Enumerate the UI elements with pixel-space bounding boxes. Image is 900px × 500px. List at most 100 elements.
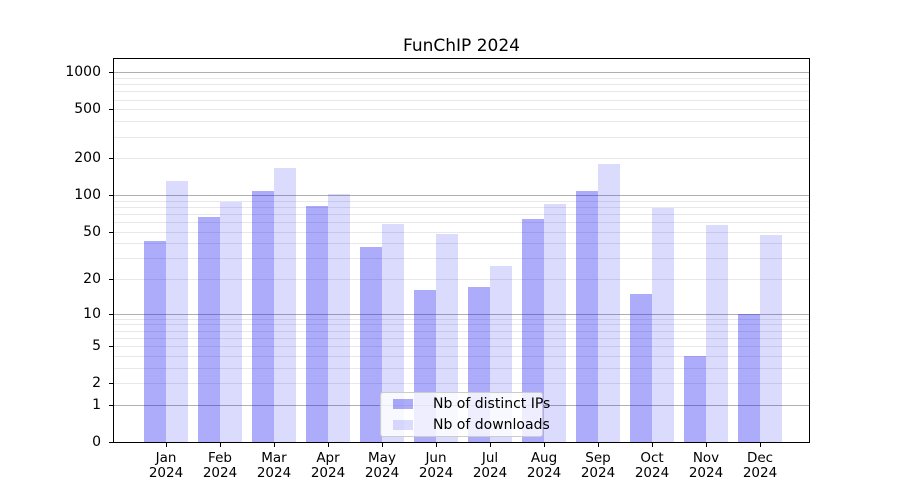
x-tick-mark	[328, 443, 329, 447]
bar-ips-dec	[738, 313, 760, 442]
x-tick-month: Jan	[155, 450, 177, 466]
x-tick-month: Feb	[208, 450, 232, 466]
y-tick-label: 200	[74, 150, 101, 167]
bar-ips-aug	[522, 218, 544, 442]
y-tick-label: 10	[83, 305, 101, 322]
minor-gridline	[114, 279, 809, 281]
bar-ips-apr	[306, 205, 328, 442]
bar-downloads-may	[382, 223, 404, 442]
minor-gridline	[114, 109, 809, 111]
x-tick-label-sep: Sep 2024	[568, 451, 628, 481]
y-tick-label: 1000	[65, 64, 101, 81]
legend-swatch-downloads	[393, 420, 413, 430]
minor-gridline	[114, 355, 809, 357]
x-tick-year: 2024	[364, 465, 400, 481]
x-tick-month: Aug	[530, 450, 558, 466]
bar-ips-mar	[252, 190, 274, 442]
x-tick-month: Oct	[640, 450, 664, 466]
bar-downloads-sep	[598, 163, 620, 442]
bar-ips-jan	[144, 240, 166, 442]
x-tick-month: Dec	[746, 450, 774, 466]
minor-gridline	[114, 330, 809, 332]
minor-gridline	[114, 324, 809, 326]
y-tick-label: 5	[92, 338, 101, 355]
x-tick-label-jan: Jan 2024	[136, 451, 196, 481]
x-tick-month: Apr	[316, 450, 340, 466]
x-tick-mark	[706, 443, 707, 447]
plot-area	[113, 58, 810, 443]
y-tick-mark	[109, 109, 113, 111]
x-tick-year: 2024	[148, 465, 184, 481]
x-tick-mark	[760, 443, 761, 447]
y-tick-label: 500	[74, 101, 101, 118]
minor-gridline	[114, 231, 809, 233]
bar-ips-feb	[198, 217, 220, 442]
x-tick-year: 2024	[256, 465, 292, 481]
x-tick-label-dec: Dec 2024	[730, 451, 790, 481]
y-tick-mark	[109, 158, 113, 160]
bar-downloads-apr	[328, 193, 350, 442]
bar-ips-nov	[684, 355, 706, 442]
x-tick-month: Sep	[585, 450, 611, 466]
bar-downloads-nov	[706, 224, 728, 442]
x-tick-mark	[490, 443, 491, 447]
legend-swatch-ips	[393, 399, 413, 409]
y-tick-mark	[109, 442, 113, 443]
bar-downloads-oct	[652, 208, 674, 442]
minor-gridline	[114, 121, 809, 123]
bar-downloads-jun	[436, 233, 458, 442]
y-tick-label: 0	[92, 434, 101, 450]
x-tick-year: 2024	[742, 465, 778, 481]
bar-ips-sep	[576, 191, 598, 442]
legend: Nb of distinct IPs Nb of downloads	[380, 392, 550, 437]
y-tick-mark	[109, 279, 113, 281]
minor-gridline	[114, 243, 809, 245]
minor-gridline	[114, 200, 809, 202]
minor-gridline	[114, 383, 809, 385]
legend-item: Nb of downloads	[393, 417, 550, 433]
x-tick-label-oct: Oct 2024	[622, 451, 682, 481]
x-tick-year: 2024	[580, 465, 616, 481]
minor-gridline	[114, 346, 809, 348]
x-tick-mark	[652, 443, 653, 447]
bar-ips-oct	[630, 293, 652, 442]
x-tick-mark	[220, 443, 221, 447]
x-tick-month: Jun	[425, 450, 447, 466]
x-tick-month: Mar	[261, 450, 287, 466]
minor-gridline	[114, 258, 809, 260]
minor-gridline	[114, 206, 809, 208]
bar-downloads-dec	[760, 234, 782, 442]
minor-gridline	[114, 158, 809, 160]
x-tick-month: May	[368, 450, 396, 466]
y-tick-mark	[109, 72, 113, 74]
x-tick-label-mar: Mar 2024	[244, 451, 304, 481]
minor-gridline	[114, 222, 809, 224]
bar-downloads-jan	[166, 181, 188, 442]
x-tick-mark	[436, 443, 437, 447]
bar-downloads-feb	[220, 202, 242, 442]
y-tick-mark	[109, 404, 113, 406]
x-tick-mark	[544, 443, 545, 447]
minor-gridline	[114, 84, 809, 86]
y-tick-mark	[109, 231, 113, 233]
legend-label: Nb of downloads	[433, 417, 550, 433]
y-tick-label: 50	[83, 223, 101, 240]
x-tick-label-aug: Aug 2024	[514, 451, 574, 481]
bar-ips-may	[360, 247, 382, 442]
bar-downloads-mar	[274, 168, 296, 442]
x-tick-mark	[382, 443, 383, 447]
y-tick-mark	[109, 383, 113, 385]
legend-label: Nb of distinct IPs	[433, 396, 551, 412]
x-tick-month: Jul	[481, 450, 499, 466]
minor-gridline	[114, 99, 809, 101]
minor-gridline	[114, 367, 809, 369]
x-tick-label-feb: Feb 2024	[190, 451, 250, 481]
y-tick-label: 1	[92, 396, 101, 413]
x-tick-year: 2024	[310, 465, 346, 481]
x-tick-year: 2024	[472, 465, 508, 481]
x-tick-label-jul: Jul 2024	[460, 451, 520, 481]
x-tick-label-jun: Jun 2024	[406, 451, 466, 481]
x-tick-label-may: May 2024	[352, 451, 412, 481]
x-tick-year: 2024	[202, 465, 238, 481]
major-gridline	[114, 313, 809, 315]
